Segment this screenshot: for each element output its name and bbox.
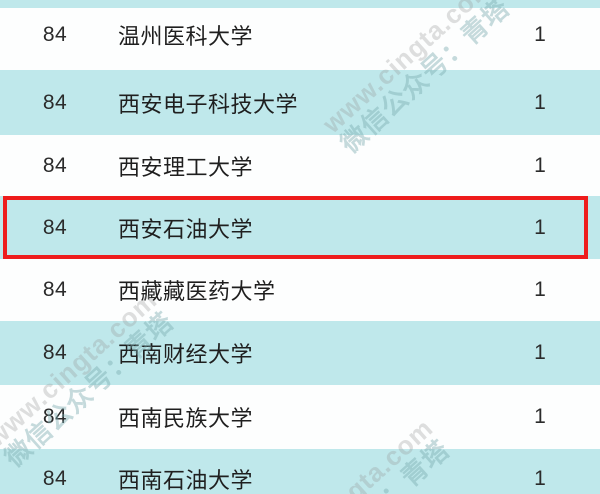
cell-count: 1 [534,341,546,364]
table-row[interactable]: 84 西安理工大学 1 [0,135,600,196]
table-row[interactable]: 84 西南民族大学 1 [0,385,600,449]
cell-rank: 84 [42,341,68,364]
cell-count: 1 [534,405,546,428]
cell-rank: 84 [42,23,68,46]
cell-university-name: 西南石油大学 [118,468,254,493]
cell-rank: 84 [42,405,68,428]
cell-count: 1 [534,278,546,301]
cell-count: 1 [534,23,546,46]
cell-count: 1 [534,153,546,177]
cell-university-name: 西藏藏医药大学 [118,279,276,304]
table-row-highlighted[interactable]: 84 西安石油大学 1 [0,196,600,259]
cell-rank: 84 [42,215,68,239]
cell-university-name: 西安石油大学 [118,216,254,242]
cell-rank: 84 [42,278,68,301]
table-row[interactable]: 84 西南石油大学 1 [0,449,600,494]
cell-count: 1 [534,215,546,239]
table-row[interactable]: 84 西安电子科技大学 1 [0,70,600,135]
table-row[interactable]: 84 西南财经大学 1 [0,321,600,385]
table-row[interactable]: 84 温州医科大学 1 [0,0,600,70]
cell-rank: 84 [42,467,68,490]
cell-university-name: 西安电子科技大学 [118,91,299,117]
cell-count: 1 [534,90,546,114]
cell-university-name: 西安理工大学 [118,154,254,180]
table-row[interactable]: 84 西藏藏医药大学 1 [0,259,600,321]
cell-rank: 84 [42,90,68,114]
cell-rank: 84 [42,153,68,177]
cell-university-name: 西南财经大学 [118,342,254,367]
previous-row-sliver [0,0,600,8]
cell-count: 1 [534,467,546,490]
cell-university-name: 西南民族大学 [118,406,254,431]
cell-university-name: 温州医科大学 [118,24,254,49]
